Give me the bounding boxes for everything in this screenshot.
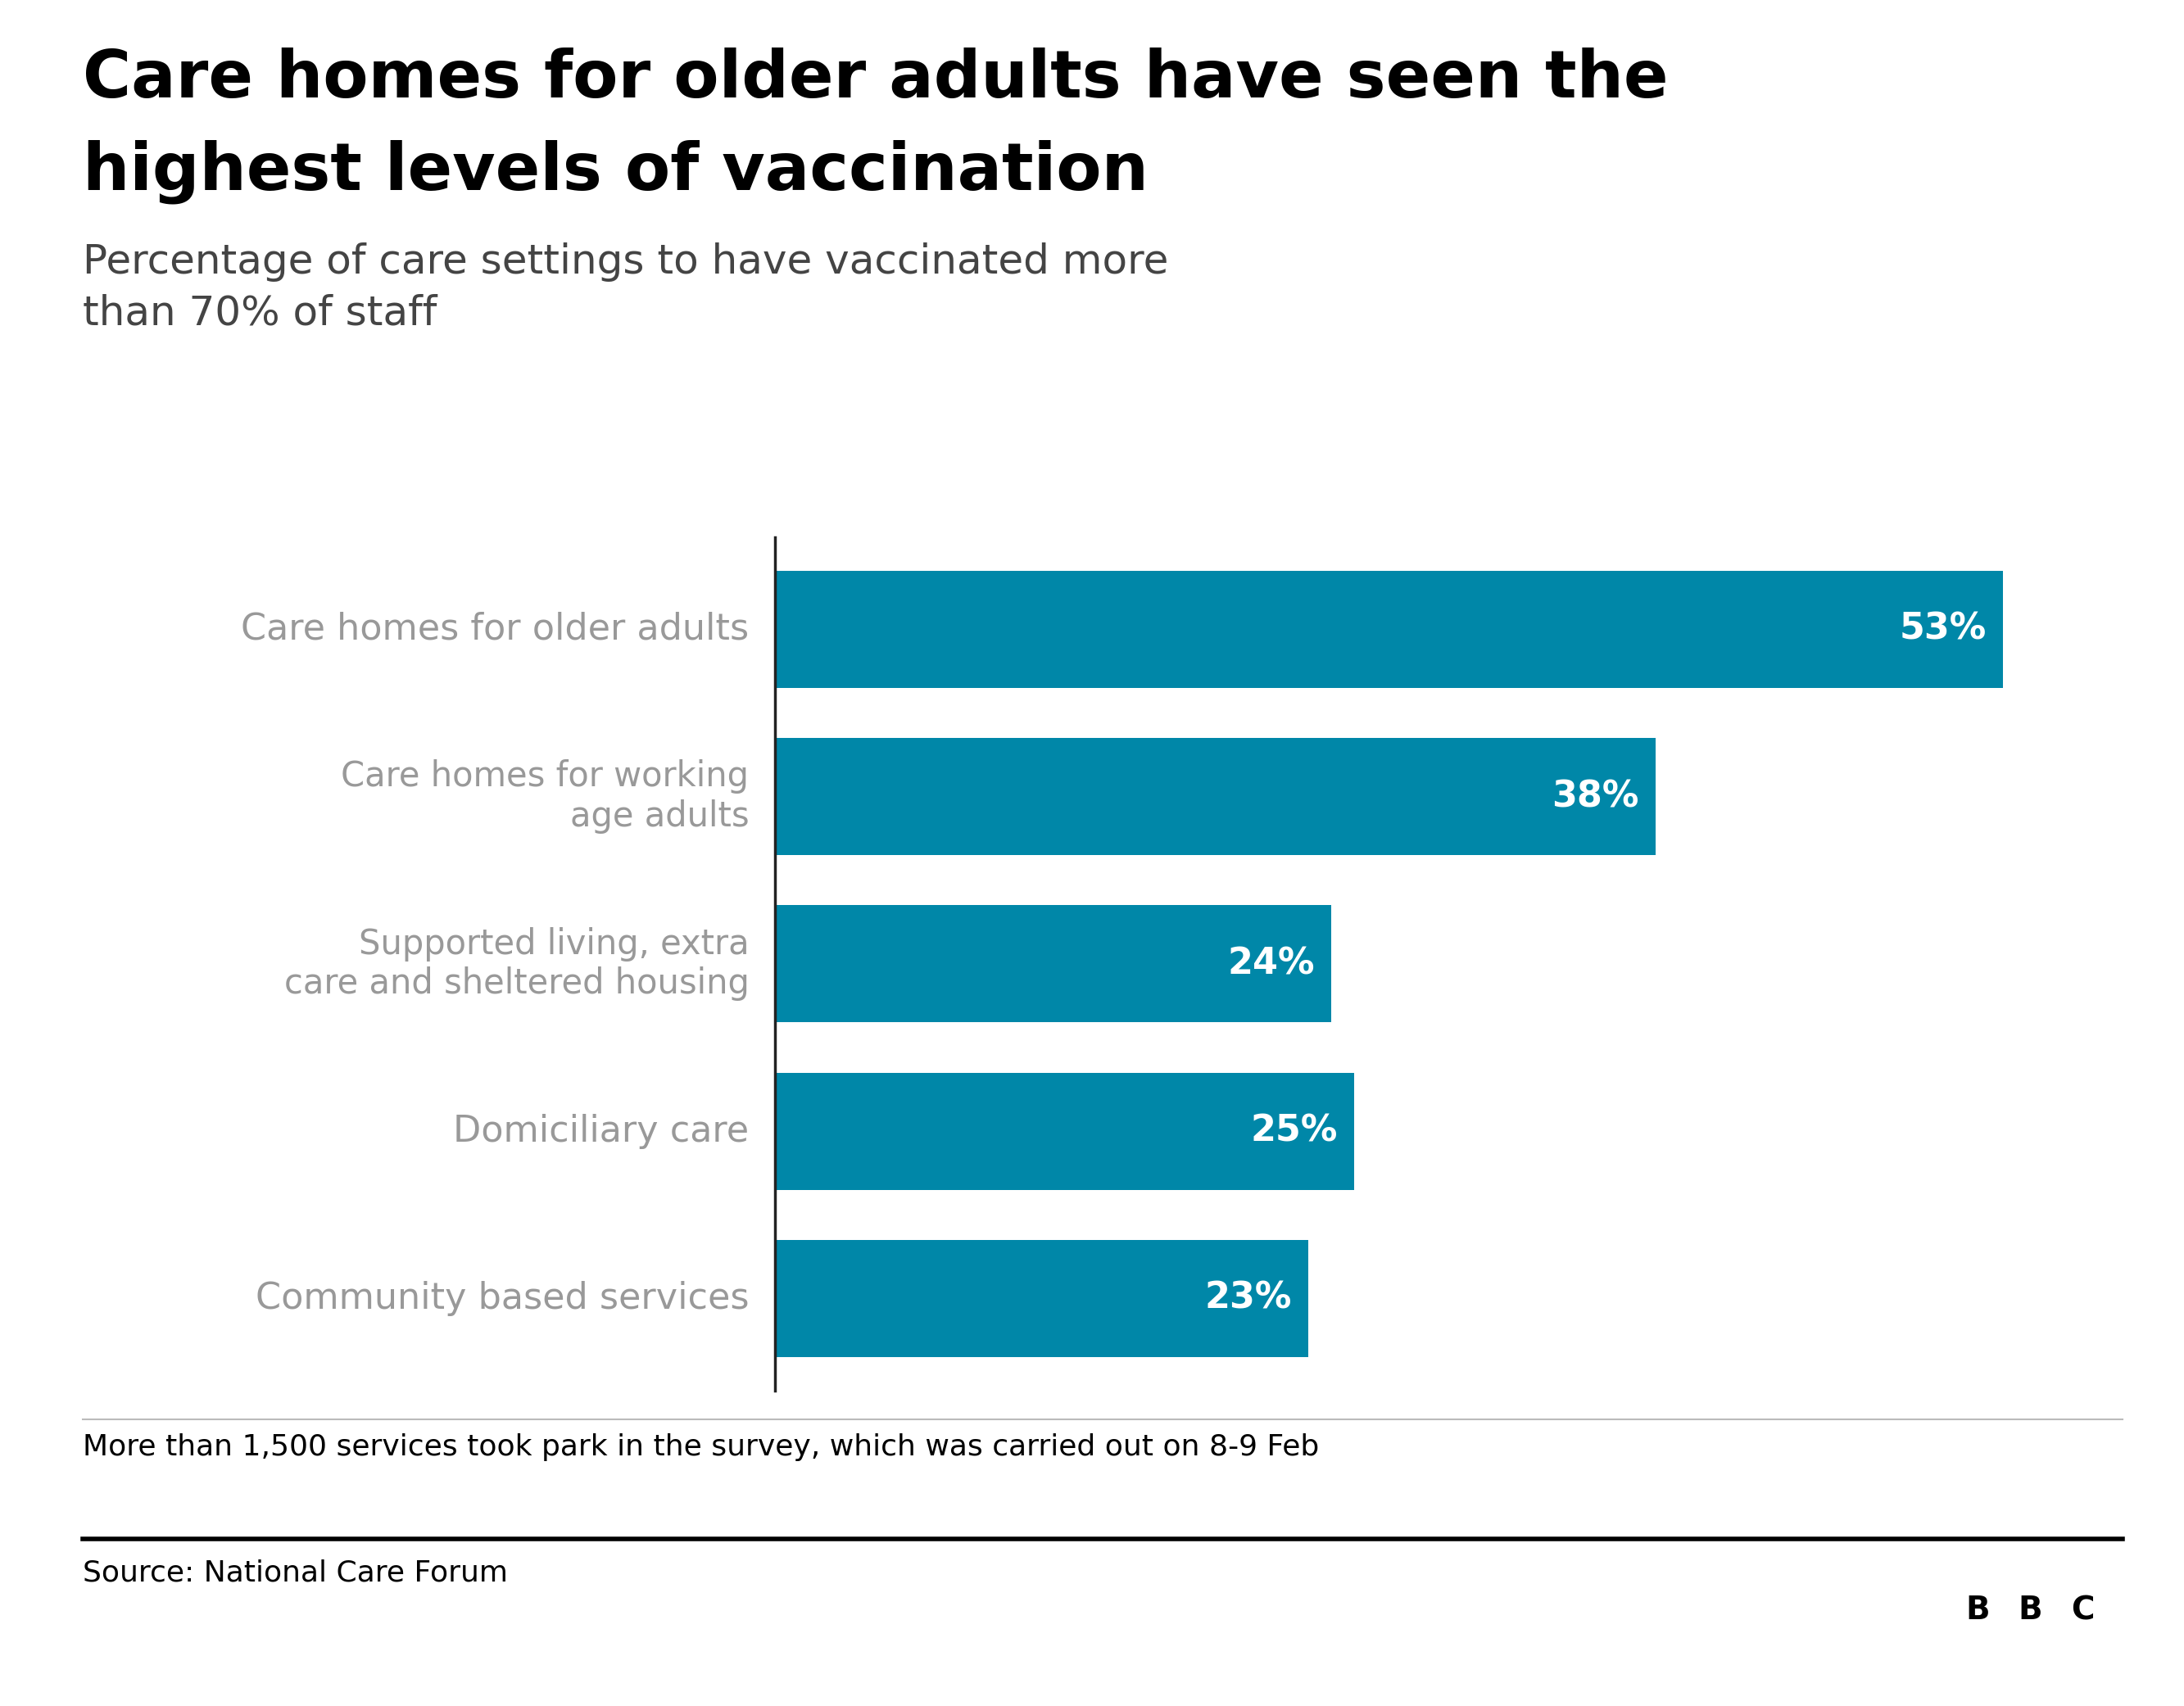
Text: B: B (2018, 1595, 2042, 1626)
Bar (775, 1240, 1308, 1356)
Text: 23%: 23% (1206, 1281, 1291, 1315)
Text: C: C (2070, 1595, 2094, 1626)
Text: Care homes for older adults: Care homes for older adults (240, 612, 749, 647)
FancyBboxPatch shape (1957, 1564, 1998, 1657)
Bar (775, 739, 1655, 855)
Text: Percentage of care settings to have vaccinated more
than 70% of staff: Percentage of care settings to have vacc… (83, 242, 1168, 333)
Text: Source: National Care Forum: Source: National Care Forum (83, 1559, 509, 1587)
FancyBboxPatch shape (2062, 1564, 2103, 1657)
Text: B: B (1966, 1595, 1990, 1626)
Text: More than 1,500 services took park in the survey, which was carried out on 8-9 F: More than 1,500 services took park in th… (83, 1433, 1319, 1460)
Text: Domiciliary care: Domiciliary care (454, 1114, 749, 1148)
Text: 38%: 38% (1553, 780, 1640, 814)
FancyBboxPatch shape (2009, 1564, 2051, 1657)
Text: 53%: 53% (1900, 612, 1987, 647)
Text: highest levels of vaccination: highest levels of vaccination (83, 140, 1149, 205)
Bar (775, 1073, 1354, 1189)
Text: 25%: 25% (1251, 1114, 1339, 1148)
Bar (775, 572, 2003, 688)
Text: Supported living, extra
care and sheltered housing: Supported living, extra care and shelter… (284, 926, 749, 1001)
Text: Community based services: Community based services (256, 1281, 749, 1315)
Bar (775, 906, 1330, 1022)
Text: 24%: 24% (1227, 947, 1315, 981)
Text: Care homes for older adults have seen the: Care homes for older adults have seen th… (83, 48, 1669, 111)
Text: Care homes for working
age adults: Care homes for working age adults (341, 759, 749, 834)
